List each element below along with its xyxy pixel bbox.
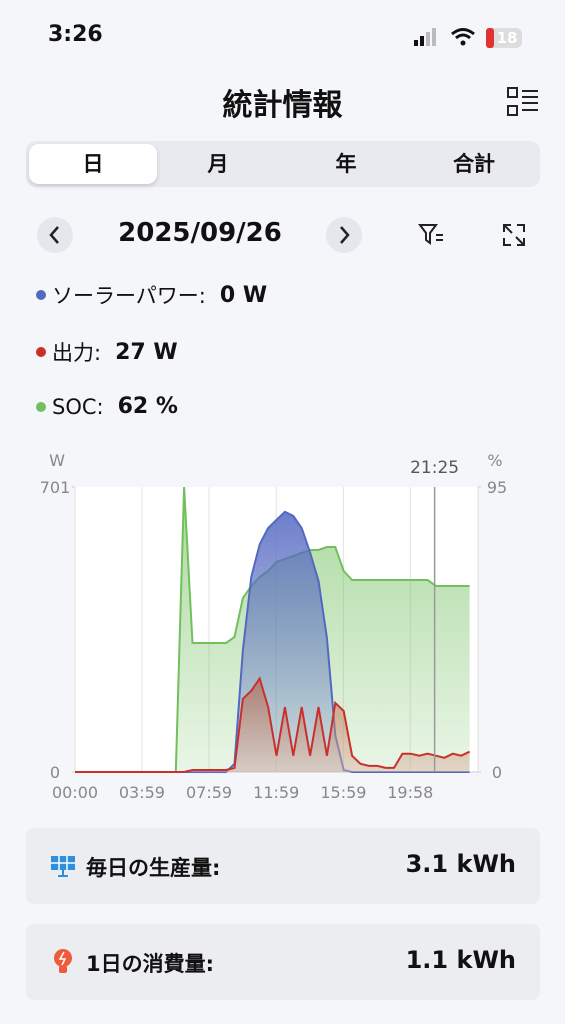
series-area <box>75 678 470 772</box>
x-tick-label: 07:59 <box>186 783 232 802</box>
series-line <box>75 676 471 773</box>
y2-axis-label: % <box>487 451 502 470</box>
expand-icon[interactable] <box>501 222 527 248</box>
legend-dot <box>36 347 46 357</box>
list-icon[interactable] <box>506 86 540 118</box>
next-day[interactable] <box>326 217 362 253</box>
legend-dot <box>36 401 46 412</box>
y-tick-label: 0 <box>50 763 60 782</box>
y-tick-label: 701 <box>40 478 71 497</box>
summary-label: 1日の消費量: <box>86 952 215 976</box>
tab[interactable]: 日 <box>29 144 157 184</box>
series-area <box>75 511 470 772</box>
x-tick-label: 11:59 <box>253 783 299 802</box>
current-value: 27 W <box>115 339 178 365</box>
tab-bar: 日 月 年 合計 <box>26 141 540 187</box>
current-value: 62 % <box>117 394 178 419</box>
chart: 00:00 03:59 07:59 11:59 15:59 19:58 0 701 0 95 W % 2… <box>40 451 507 802</box>
legend-dot <box>36 290 46 300</box>
legend-label: ソーラーパワー: <box>52 284 206 308</box>
summary-card: 毎日の生産量: 3.1 kWh <box>26 828 540 904</box>
summary-value: 1.1 kWh <box>405 946 516 974</box>
solar-icon <box>51 856 75 877</box>
date: 2025/09/26 <box>118 218 282 248</box>
x-tick-label: 00:00 <box>52 783 98 802</box>
y2-tick-label: 0 <box>492 763 502 782</box>
x-tick-label: 15:59 <box>320 783 366 802</box>
x-tick-label: 03:59 <box>119 783 165 802</box>
y-axis-label: W <box>49 451 65 470</box>
current-value: 0 W <box>219 282 268 308</box>
tab[interactable]: 合計 <box>453 152 495 176</box>
reading: ソーラーパワー: 0 W <box>36 280 267 310</box>
legend-label: SOC: <box>52 394 104 419</box>
status-icons: 18 <box>414 28 522 48</box>
cursor-label: 21:25 <box>410 458 459 478</box>
prev-day[interactable] <box>37 217 73 253</box>
page-title: 統計情報 <box>222 88 343 123</box>
filter-icon[interactable] <box>418 222 446 248</box>
battery-level: 18 <box>497 29 518 47</box>
tab[interactable]: 月 <box>207 152 229 176</box>
x-tick-label: 19:58 <box>387 783 433 802</box>
reading: SOC: 62 % <box>36 394 178 419</box>
summary-card: 1日の消費量: 1.1 kWh <box>26 924 540 1000</box>
summary-label: 毎日の生産量: <box>86 856 221 880</box>
status-time: 3:26 <box>48 22 103 47</box>
tab[interactable]: 年 <box>335 152 357 176</box>
legend-label: 出力: <box>52 341 102 365</box>
reading: 出力: 27 W <box>36 337 178 367</box>
summary-value: 3.1 kWh <box>405 850 516 878</box>
y2-tick-label: 95 <box>487 478 507 497</box>
bulb-icon <box>54 949 72 973</box>
